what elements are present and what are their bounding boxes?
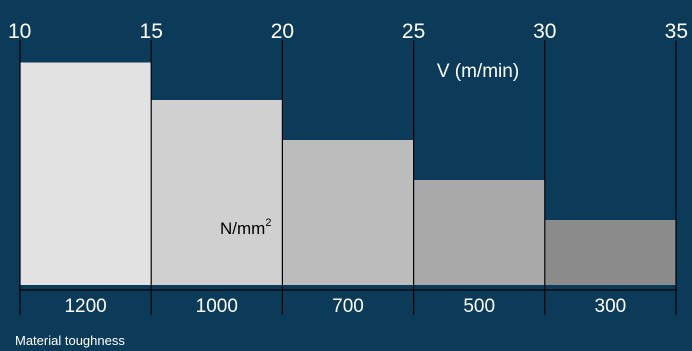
divider-lines: [19, 40, 677, 315]
bottom-axis-categories: 1200 1000 700 500 300: [64, 296, 626, 317]
top-tick-label: 25: [402, 20, 425, 43]
category-label: 500: [463, 296, 495, 317]
unit-label: N/mm2: [220, 217, 271, 238]
bars-layer: [20, 62, 676, 285]
top-tick-label: 15: [140, 20, 163, 43]
top-tick-label: 10: [8, 20, 31, 43]
category-label: 1200: [64, 296, 106, 317]
top-tick-label: 20: [271, 20, 294, 43]
top-tick-label: 30: [533, 20, 556, 43]
bar-1000: [151, 100, 283, 285]
category-label: 700: [332, 296, 364, 317]
top-axis-label: V (m/min): [437, 61, 519, 82]
bar-700: [282, 140, 414, 285]
top-axis-ticks: 10 15 20 25 30 35: [8, 20, 688, 43]
bottom-axis-label: Material toughness: [15, 333, 125, 348]
category-label: 300: [595, 296, 627, 317]
category-label: 1000: [196, 296, 238, 317]
top-tick-label: 35: [665, 20, 688, 43]
bar-300: [544, 220, 676, 285]
bar-500: [413, 180, 545, 285]
bar-1200: [20, 62, 152, 285]
unit-label-superscript: 2: [265, 217, 271, 229]
unit-label-base: N/mm: [220, 219, 265, 238]
